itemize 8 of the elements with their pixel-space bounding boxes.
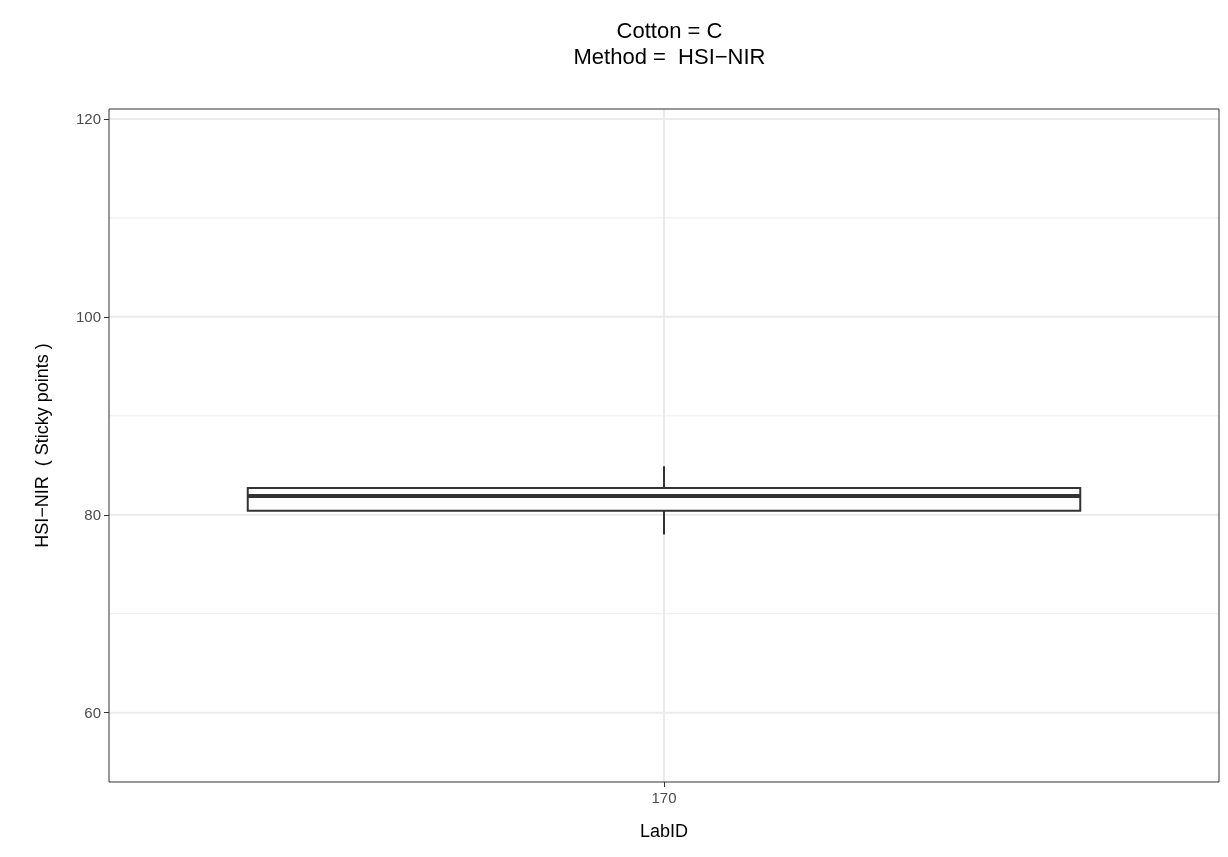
- x-tick-label: 170: [651, 789, 677, 806]
- y-tick-label: 60: [84, 704, 101, 722]
- y-tick-label: 120: [75, 110, 101, 128]
- y-tick-label: 80: [84, 506, 101, 524]
- x-axis-title: LabID: [639, 821, 689, 841]
- y-axis-title: HSI−NIR ( Sticky points ): [32, 343, 52, 548]
- chart-title: Cotton = C Method = HSI−NIR: [573, 17, 766, 69]
- y-tick-label: 100: [75, 308, 101, 326]
